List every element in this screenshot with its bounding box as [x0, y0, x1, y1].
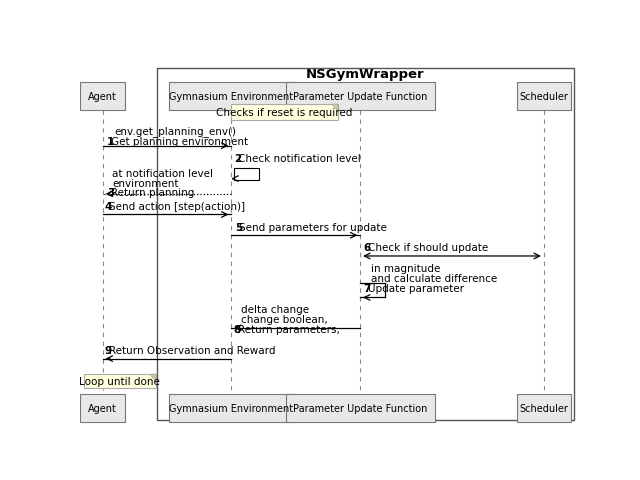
FancyBboxPatch shape	[169, 83, 294, 110]
Text: NSGymWrapper: NSGymWrapper	[306, 68, 424, 81]
Text: 8: 8	[234, 324, 241, 334]
Text: Parameter Update Function: Parameter Update Function	[293, 91, 428, 101]
Text: and calculate difference: and calculate difference	[371, 274, 497, 283]
Text: Agent: Agent	[88, 91, 117, 101]
FancyBboxPatch shape	[169, 394, 294, 422]
Polygon shape	[332, 105, 338, 112]
Text: Return parameters,: Return parameters,	[237, 324, 340, 334]
Text: Gymnasium Environment: Gymnasium Environment	[169, 403, 293, 413]
Text: in magnitude: in magnitude	[371, 264, 440, 274]
Text: Check notification level: Check notification level	[237, 154, 360, 164]
Text: delta change: delta change	[241, 305, 309, 315]
Text: environment: environment	[112, 179, 179, 189]
Bar	[157, 69, 573, 420]
FancyBboxPatch shape	[517, 394, 570, 422]
Text: Parameter Update Function: Parameter Update Function	[293, 403, 428, 413]
Text: Send parameters for update: Send parameters for update	[239, 222, 387, 232]
Text: Get planning environment: Get planning environment	[111, 137, 248, 147]
Text: Checks if reset is required: Checks if reset is required	[216, 108, 353, 118]
FancyBboxPatch shape	[286, 394, 435, 422]
Text: at notification level: at notification level	[112, 169, 213, 179]
Text: 4: 4	[105, 202, 112, 211]
Text: Scheduler: Scheduler	[519, 403, 568, 413]
Text: Agent: Agent	[88, 403, 117, 413]
FancyBboxPatch shape	[517, 83, 570, 110]
Text: Scheduler: Scheduler	[519, 91, 568, 101]
Text: 3: 3	[108, 188, 115, 198]
FancyBboxPatch shape	[84, 374, 156, 388]
Text: Update parameter: Update parameter	[367, 283, 463, 293]
Text: Loop until done: Loop until done	[79, 376, 161, 386]
Text: 6: 6	[364, 243, 371, 253]
Text: Check if should update: Check if should update	[367, 243, 488, 253]
FancyBboxPatch shape	[231, 105, 338, 120]
Text: Return Observation and Reward: Return Observation and Reward	[109, 345, 275, 355]
Text: Send action [step(action)]: Send action [step(action)]	[109, 202, 245, 211]
Text: 7: 7	[364, 283, 371, 293]
Text: Gymnasium Environment: Gymnasium Environment	[169, 91, 293, 101]
Text: 1: 1	[108, 137, 115, 147]
Text: 9: 9	[105, 345, 112, 355]
Polygon shape	[150, 374, 156, 382]
Text: env.get_planning_env(): env.get_planning_env()	[115, 126, 237, 137]
Text: 5: 5	[235, 222, 242, 232]
Text: change boolean,: change boolean,	[241, 314, 328, 324]
Text: 2: 2	[234, 154, 241, 164]
FancyBboxPatch shape	[81, 83, 125, 110]
FancyBboxPatch shape	[286, 83, 435, 110]
FancyBboxPatch shape	[81, 394, 125, 422]
Text: Return planning: Return planning	[111, 188, 195, 198]
